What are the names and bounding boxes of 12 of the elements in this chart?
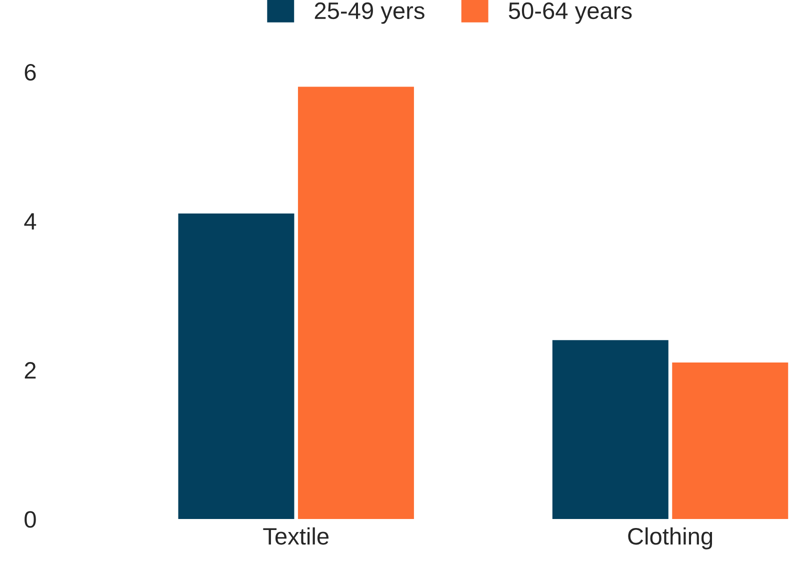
x-tick-label: Textile — [263, 527, 329, 545]
bar — [672, 362, 788, 520]
bar — [552, 340, 668, 520]
y-tick-label: 0 — [24, 511, 36, 528]
y-tick-label: 4 — [24, 213, 36, 230]
bar — [298, 86, 414, 520]
y-tick-label: 2 — [24, 362, 36, 379]
legend-label: 50-64 years — [508, 2, 632, 24]
x-tick-label: Clothing — [628, 527, 712, 550]
y-tick-label: 6 — [24, 64, 36, 81]
legend-label: 25-49 yers — [314, 2, 424, 24]
bar — [178, 213, 294, 520]
